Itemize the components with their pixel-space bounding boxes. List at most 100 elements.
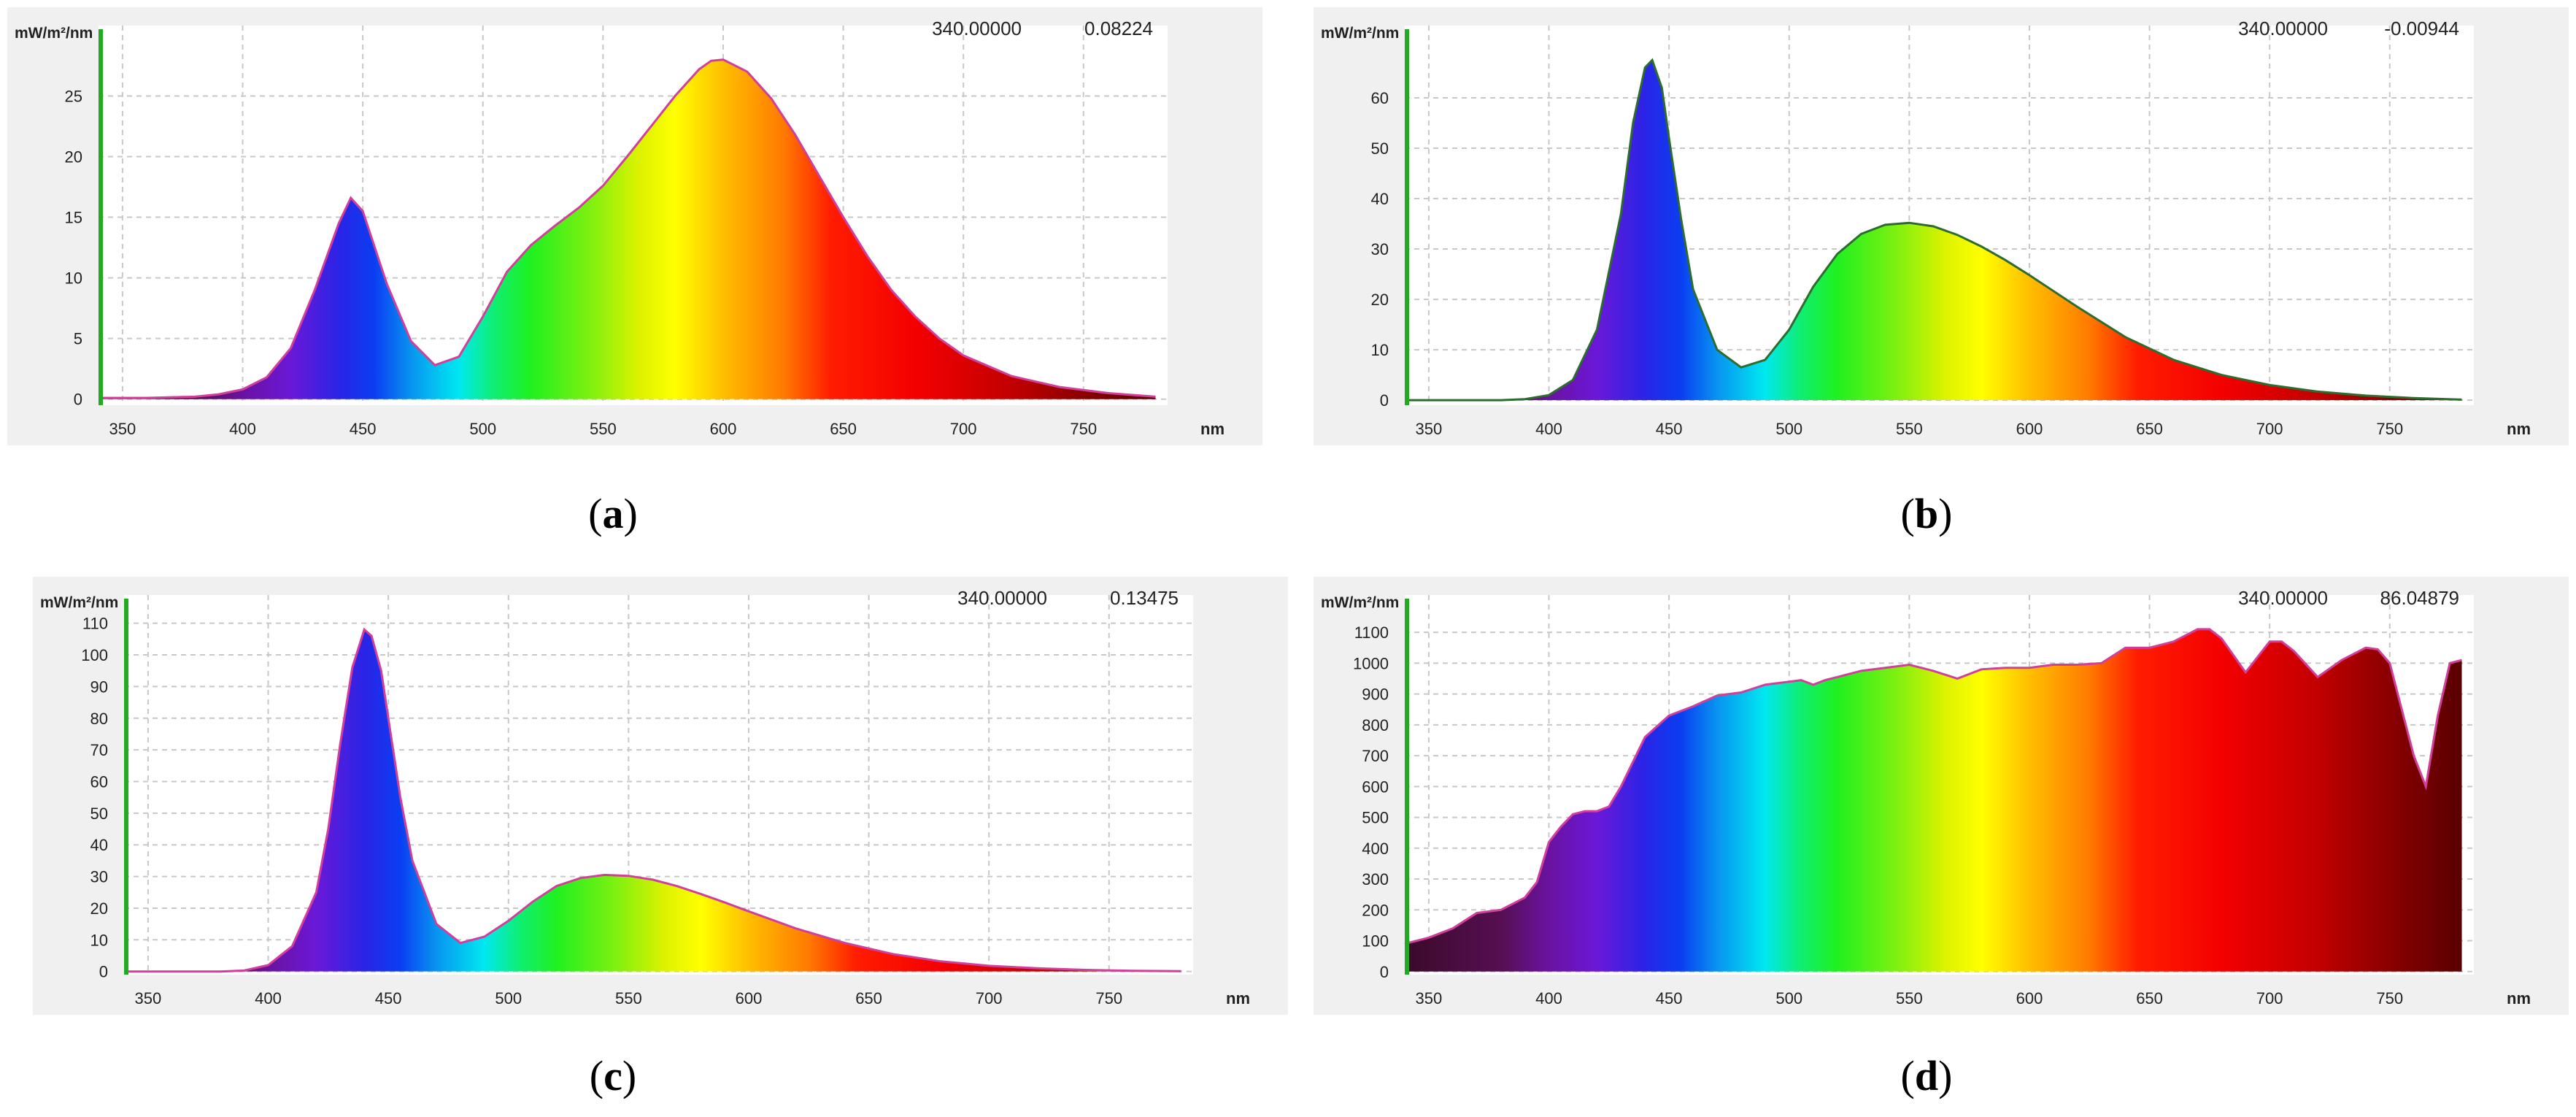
y-tick-label: 70 (90, 741, 108, 759)
cursor-value: 0.08224 (1084, 18, 1153, 39)
x-tick-label: 650 (830, 420, 857, 438)
y-tick-label: 40 (1371, 190, 1389, 208)
spectrum-chart-c: 350 400 450 500 550 600 650 700 750 0 10 20 30 40 50 60… (33, 577, 1288, 1015)
y-tick-label: 30 (90, 868, 108, 886)
y-tick-label: 15 (65, 209, 82, 227)
caption-c: (c) (589, 1052, 637, 1099)
x-tick-label: 500 (469, 420, 496, 438)
y-tick-label: 600 (1362, 778, 1389, 796)
x-tick-label: 650 (855, 989, 882, 1007)
y-tick-label: 80 (90, 710, 108, 728)
x-tick-label: 450 (1656, 989, 1683, 1007)
y-tick-label: 20 (65, 147, 82, 166)
spectrum-plot: 350 400 450 500 550 600 650 700 750 0 100 200 300 400… (1314, 577, 2569, 1015)
y-tick-label: 400 (1362, 840, 1389, 858)
spectrum-plot: 350 400 450 500 550 600 650 700 750 0 10 20 30 40 50 60… (1314, 7, 2569, 445)
x-tick-label: 600 (2016, 420, 2043, 438)
x-tick-label: 400 (229, 420, 256, 438)
x-axis-label: nm (2507, 989, 2531, 1007)
y-tick-label: 0 (1380, 391, 1389, 410)
y-tick-label: 900 (1362, 686, 1389, 704)
x-tick-label: 700 (950, 420, 977, 438)
y-tick-label: 50 (90, 805, 108, 823)
y-tick-label: 300 (1362, 870, 1389, 888)
x-tick-label: 750 (1095, 989, 1122, 1007)
x-tick-label: 350 (135, 989, 162, 1007)
y-tick-label: 200 (1362, 901, 1389, 919)
x-tick-label: 700 (2256, 420, 2283, 438)
cursor-value: 86.04879 (2380, 587, 2459, 609)
x-tick-label: 550 (590, 420, 617, 438)
x-tick-label: 750 (2376, 989, 2403, 1007)
x-tick-label: 400 (1535, 989, 1562, 1007)
x-tick-label: 500 (1775, 989, 1802, 1007)
x-tick-label: 450 (1656, 420, 1683, 438)
x-tick-label: 400 (1535, 420, 1562, 438)
x-tick-label: 350 (109, 420, 136, 438)
cursor-value: 0.13475 (1110, 587, 1179, 609)
x-tick-label: 450 (350, 420, 377, 438)
spectrum-chart-d: 350 400 450 500 550 600 650 700 750 0 100 200 300 400… (1314, 577, 2569, 1015)
y-tick-label: 100 (81, 646, 108, 664)
caption-letter: b (1914, 490, 1939, 537)
y-tick-label: 5 (74, 330, 82, 348)
y-tick-label: 10 (90, 931, 108, 949)
y-tick-label: 90 (90, 678, 108, 696)
x-tick-label: 400 (255, 989, 282, 1007)
y-tick-label: 1000 (1353, 654, 1389, 672)
x-tick-label: 750 (2376, 420, 2403, 438)
spectrum-plot: 350 400 450 500 550 600 650 700 750 0 5 10 15 20 25 mW/… (7, 7, 1262, 445)
y-tick-label: 110 (82, 615, 108, 633)
caption-letter: d (1914, 1052, 1939, 1099)
cursor-wavelength: 340.00000 (2238, 18, 2328, 39)
x-tick-label: 650 (2136, 420, 2163, 438)
y-axis-label: mW/m²/nm (1321, 594, 1399, 611)
x-tick-label: 550 (1896, 420, 1923, 438)
x-tick-label: 350 (1416, 989, 1443, 1007)
y-axis-label: mW/m²/nm (15, 25, 93, 42)
x-tick-label: 500 (1775, 420, 1802, 438)
cursor-wavelength: 340.00000 (957, 587, 1047, 609)
caption-b: (b) (1900, 490, 1953, 537)
y-tick-label: 500 (1362, 809, 1389, 827)
spectrum-line (99, 58, 1156, 399)
x-tick-label: 550 (615, 989, 642, 1007)
y-tick-label: 20 (90, 899, 108, 918)
x-tick-label: 450 (375, 989, 402, 1007)
x-tick-label: 650 (2136, 989, 2163, 1007)
y-tick-label: 0 (74, 391, 82, 409)
x-axis-label: nm (1200, 420, 1225, 438)
y-tick-label: 1100 (1354, 623, 1389, 642)
cursor-wavelength: 340.00000 (932, 18, 1022, 39)
y-tick-label: 10 (65, 269, 82, 288)
x-tick-label: 500 (495, 989, 522, 1007)
y-tick-label: 10 (1371, 341, 1389, 359)
y-tick-label: 60 (1371, 89, 1389, 107)
spectrum-line (124, 627, 1181, 973)
y-tick-label: 20 (1371, 291, 1389, 309)
spectrum-line (1404, 628, 2462, 945)
spectrum-area (124, 629, 1181, 972)
spectrum-area (99, 59, 1156, 399)
spectrum-area (1405, 629, 2462, 972)
x-tick-label: 350 (1416, 420, 1443, 438)
caption-letter: c (603, 1052, 622, 1099)
x-tick-label: 700 (2256, 989, 2283, 1007)
x-axis-label: nm (2507, 420, 2531, 438)
x-tick-label: 600 (736, 989, 763, 1007)
caption-d: (d) (1900, 1052, 1953, 1099)
spectrum-plot: 350 400 450 500 550 600 650 700 750 0 10 20 30 40 50 60… (33, 577, 1288, 1015)
cursor-wavelength: 340.00000 (2238, 587, 2328, 609)
y-tick-label: 50 (1371, 139, 1389, 158)
y-tick-label: 700 (1362, 747, 1389, 765)
spectrum-line (1405, 58, 2462, 402)
caption-letter: a (602, 490, 624, 537)
x-axis-label: nm (1226, 989, 1250, 1007)
y-axis-label: mW/m²/nm (40, 594, 118, 611)
x-tick-label: 750 (1070, 420, 1097, 438)
y-tick-label: 30 (1371, 240, 1389, 258)
x-tick-label: 600 (710, 420, 737, 438)
y-tick-label: 60 (90, 772, 108, 791)
y-tick-label: 0 (1380, 963, 1389, 981)
cursor-value: -0.00944 (2384, 18, 2459, 39)
